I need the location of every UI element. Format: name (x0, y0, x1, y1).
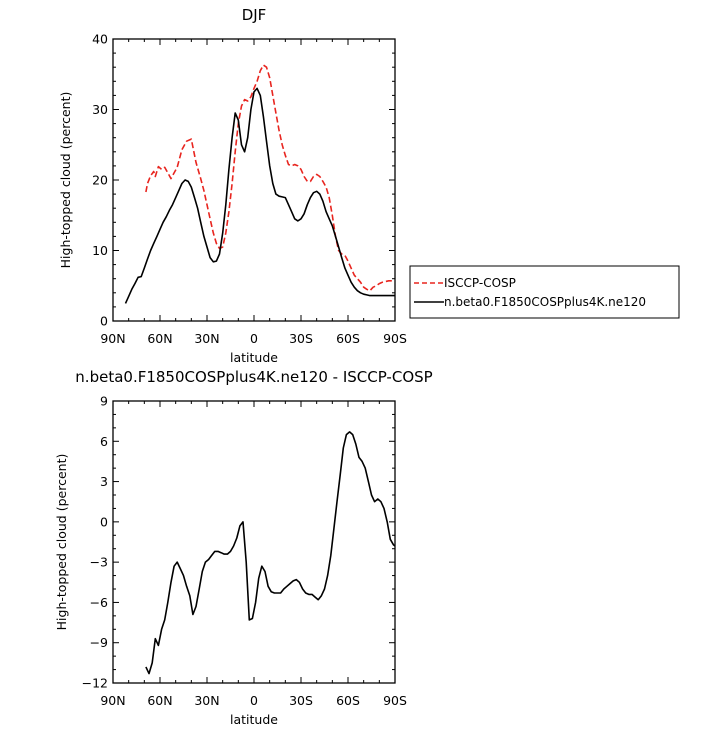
top-x-tick-label: 60S (336, 331, 360, 346)
top-x-tick-label: 60N (147, 331, 172, 346)
bottom-plot-frame (112, 400, 396, 684)
legend-label-model: n.beta0.F1850COSPplus4K.ne120 (444, 295, 646, 309)
legend: ISCCP-COSP n.beta0.F1850COSPplus4K.ne120 (409, 265, 680, 319)
top-series-line-0 (145, 64, 395, 292)
top-axis-ticks (112, 38, 396, 322)
bottom-y-tick-label: 6 (100, 434, 108, 449)
top-series-lines (124, 64, 395, 304)
legend-label-isccp: ISCCP-COSP (444, 276, 516, 290)
top-panel: DJF 90N 60N 30N 0 30S 60S 90S 0 10 20 30 40 latitu… (58, 6, 407, 365)
bottom-x-axis-label: latitude (230, 712, 278, 727)
bottom-y-tick-label: −3 (90, 555, 108, 570)
top-x-tick-labels: 90N 60N 30N 0 30S 60S 90S (100, 331, 407, 346)
top-series-line-1 (124, 87, 395, 304)
bottom-series-lines (145, 431, 396, 675)
bottom-chart-title: n.beta0.F1850COSPplus4K.ne120 - ISCCP-CO… (75, 368, 432, 386)
bottom-x-tick-label: 30N (194, 693, 219, 708)
top-x-tick-label: 30N (194, 331, 219, 346)
bottom-y-tick-label: 0 (100, 514, 108, 529)
top-x-tick-label: 90S (383, 331, 407, 346)
bottom-x-tick-labels: 90N 60N 30N 0 30S 60S 90S (100, 693, 407, 708)
top-y-tick-label: 30 (92, 102, 108, 117)
top-x-tick-label: 30S (289, 331, 313, 346)
bottom-y-tick-label: −6 (90, 595, 108, 610)
legend-box (409, 265, 680, 319)
bottom-x-tick-label: 60S (336, 693, 360, 708)
bottom-x-tick-label: 60N (147, 693, 172, 708)
top-plot-frame (112, 38, 396, 322)
bottom-y-tick-label: 3 (100, 474, 108, 489)
bottom-y-axis-label: High-topped cloud (percent) (54, 454, 69, 631)
top-y-tick-label: 0 (100, 314, 108, 329)
bottom-y-tick-label: 9 (100, 394, 108, 409)
top-y-tick-label: 10 (92, 243, 108, 258)
top-y-axis-label: High-topped cloud (percent) (58, 92, 73, 269)
bottom-y-tick-label: −12 (82, 676, 108, 691)
bottom-y-tick-labels: −12 −9 −6 −3 0 3 6 9 (82, 394, 108, 691)
bottom-series-line-0 (145, 431, 396, 675)
bottom-x-tick-label: 90N (100, 693, 125, 708)
top-chart-title: DJF (242, 6, 267, 24)
bottom-y-tick-label: −9 (90, 635, 108, 650)
bottom-panel: n.beta0.F1850COSPplus4K.ne120 - ISCCP-CO… (54, 368, 433, 727)
top-x-tick-label: 0 (250, 331, 258, 346)
top-y-tick-labels: 0 10 20 30 40 (92, 32, 108, 329)
bottom-x-tick-label: 0 (250, 693, 258, 708)
top-y-tick-label: 20 (92, 173, 108, 188)
bottom-x-tick-label: 30S (289, 693, 313, 708)
bottom-x-tick-label: 90S (383, 693, 407, 708)
top-x-axis-label: latitude (230, 350, 278, 365)
top-y-tick-label: 40 (92, 32, 108, 47)
top-x-tick-label: 90N (100, 331, 125, 346)
